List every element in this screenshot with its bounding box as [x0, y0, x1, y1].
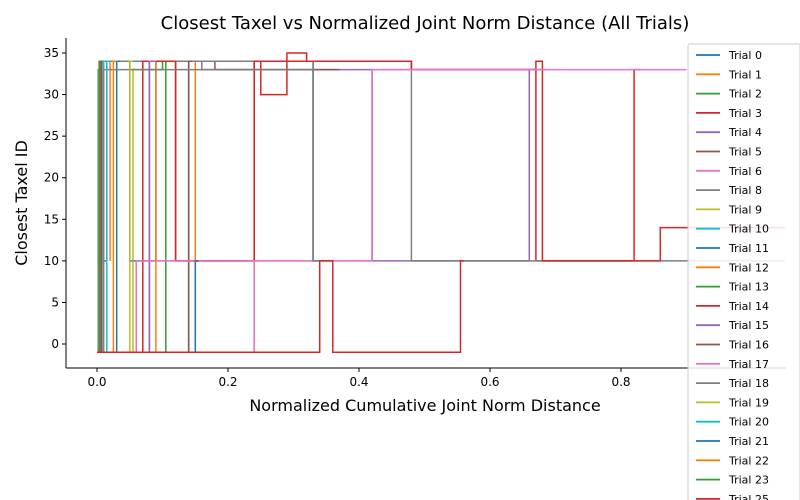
legend-label: Trial 18 — [728, 377, 769, 390]
y-tick-label: 25 — [44, 129, 59, 143]
series-line-trial-17 — [97, 68, 687, 354]
series-line-trial-4 — [97, 60, 549, 354]
series-line-trial-25 — [97, 260, 464, 354]
legend-label: Trial 17 — [728, 358, 769, 371]
legend-label: Trial 16 — [728, 339, 769, 352]
legend-label: Trial 20 — [728, 416, 769, 429]
legend: Trial 0 Trial 1 Trial 2 Trial 3 Trial 4 Trial… — [687, 43, 800, 500]
legend-label: Trial 6 — [728, 165, 762, 178]
y-tick-label: 15 — [44, 212, 59, 226]
legend-label: Trial 12 — [728, 261, 769, 274]
legend-label: Trial 19 — [728, 396, 769, 409]
legend-label: Trial 11 — [728, 242, 769, 255]
series-layer — [97, 52, 785, 354]
x-ticks: 0.0 0.2 0.4 0.6 0.8 — [87, 368, 631, 389]
legend-label: Trial 13 — [728, 281, 769, 294]
series-line-trial-21 — [97, 260, 199, 354]
series-line-trial-8 — [97, 60, 785, 354]
series-line-trial-19 — [97, 60, 133, 354]
y-tick-label: 30 — [44, 88, 59, 102]
legend-label: Trial 15 — [728, 319, 769, 332]
legend-label: Trial 21 — [728, 435, 769, 448]
y-tick-label: 20 — [44, 171, 59, 185]
legend-label: Trial 0 — [728, 49, 762, 62]
x-axis-label: Normalized Cumulative Joint Norm Distanc… — [249, 396, 600, 415]
y-tick-label: 5 — [51, 295, 59, 309]
y-ticks: 0 5 10 15 20 25 30 35 — [44, 46, 66, 351]
series-line-trial-14 — [97, 60, 785, 354]
chart-title: Closest Taxel vs Normalized Joint Norm D… — [161, 13, 690, 34]
x-tick-label: 0.8 — [611, 375, 630, 389]
y-axis-label: Closest Taxel ID — [12, 140, 31, 266]
y-tick-label: 10 — [44, 254, 59, 268]
x-tick-label: 0.4 — [349, 375, 368, 389]
x-tick-label: 0.0 — [87, 375, 106, 389]
legend-label: Trial 8 — [728, 184, 762, 197]
legend-label: Trial 23 — [728, 474, 769, 487]
legend-label: Trial 4 — [728, 126, 762, 139]
series-line-trial-3 — [97, 52, 641, 354]
x-tick-label: 0.2 — [218, 375, 237, 389]
x-tick-label: 0.6 — [480, 375, 499, 389]
legend-label: Trial 22 — [728, 454, 769, 467]
legend-label: Trial 25 — [728, 493, 769, 500]
legend-label: Trial 1 — [728, 68, 762, 81]
legend-label: Trial 2 — [728, 88, 762, 101]
y-tick-label: 35 — [44, 46, 59, 60]
series-line-trial-0 — [97, 60, 196, 354]
legend-label: Trial 3 — [728, 107, 762, 120]
series-line-trial-15 — [97, 60, 156, 354]
series-line-trial-16 — [97, 60, 192, 354]
legend-box — [687, 43, 800, 500]
legend-label: Trial 14 — [728, 300, 769, 313]
legend-label: Trial 9 — [728, 203, 762, 216]
legend-label: Trial 10 — [728, 223, 769, 236]
legend-label: Trial 5 — [728, 146, 762, 159]
y-tick-label: 0 — [51, 337, 59, 351]
